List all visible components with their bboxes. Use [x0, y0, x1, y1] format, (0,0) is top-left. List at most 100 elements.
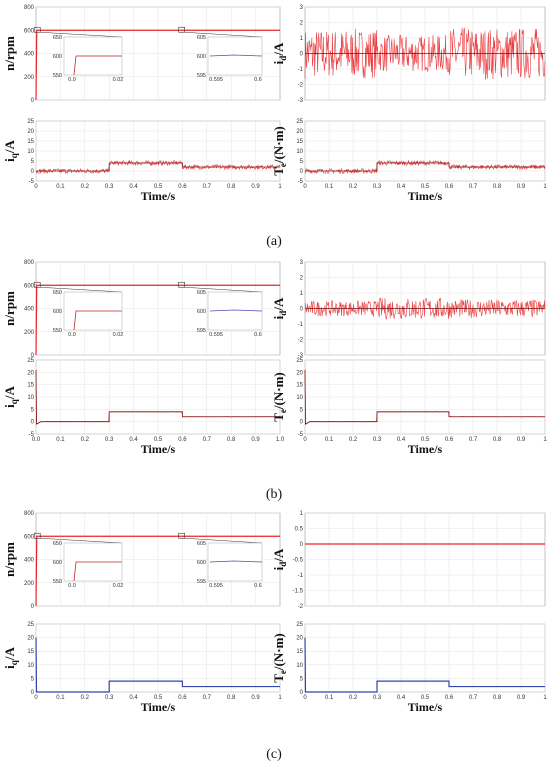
- zoom-marker: [33, 26, 41, 33]
- y-axis-label: Te/(N·m): [271, 126, 288, 176]
- zoom-leader: [40, 32, 123, 38]
- y-tick-label: -3: [298, 353, 304, 359]
- series-ripple-0: [35, 159, 281, 175]
- inset-curve: [73, 55, 122, 76]
- y-tick-label: 3: [300, 260, 304, 266]
- inset-0: 550 600 650 0.0 0.02: [33, 281, 124, 338]
- y-tick-label: 25: [296, 622, 303, 628]
- y-axis-label: n/rpm: [2, 291, 17, 326]
- x-tick-label: 0: [303, 184, 307, 190]
- y-tick-label: 200: [24, 330, 35, 336]
- inset-x-tick: 0.02: [113, 332, 124, 338]
- y-tick-label: 600: [24, 28, 35, 34]
- x-tick-label: 0.4: [129, 695, 138, 701]
- inset-x-tick: 0.0: [68, 583, 76, 589]
- inset-1: 595 600 605 0.595 0.6: [178, 26, 263, 83]
- series-line-0: [304, 369, 545, 425]
- y-tick-label: 20: [27, 636, 34, 642]
- zoom-leader: [184, 538, 263, 544]
- inset-y-tick: 600: [53, 560, 62, 566]
- x-tick-label: 0.1: [325, 695, 334, 701]
- y-axis-label: iq/A: [2, 140, 19, 162]
- series-ripple-0: [304, 297, 546, 320]
- chart-11: 0 5 10 15 20 25 0 0.1 0.2 0.3 0.4 0.5 0.6 0.7 0.8 0.9 1 T…: [271, 622, 547, 714]
- x-tick-label: 0.6: [178, 695, 187, 701]
- x-tick-label: 0.8: [493, 437, 502, 443]
- x-tick-label: 0.5: [421, 437, 430, 443]
- x-tick-label: 0.4: [129, 437, 138, 443]
- x-tick-label: 0.2: [349, 695, 358, 701]
- y-tick-label: 25: [296, 119, 303, 125]
- y-tick-label: -3: [298, 98, 304, 104]
- inset-curve: [209, 309, 263, 312]
- y-tick-label: 800: [24, 5, 35, 11]
- y-axis-label: iq/A: [2, 647, 19, 669]
- x-tick-label: 0.7: [469, 695, 478, 701]
- x-tick-label: 0.5: [421, 695, 430, 701]
- zoom-marker: [178, 532, 185, 539]
- inset-y-tick: 605: [197, 35, 206, 41]
- series-line-0: [35, 369, 280, 425]
- y-tick-label: 1: [300, 36, 304, 42]
- x-tick-label: 1.0: [276, 437, 285, 443]
- x-tick-label: 0.1: [56, 184, 65, 190]
- zoom-marker: [33, 281, 41, 288]
- y-tick-label: 25: [27, 622, 34, 628]
- y-tick-label: -5: [298, 432, 304, 438]
- inset-x-tick: 0.6: [254, 332, 262, 338]
- x-tick-label: 0.0: [32, 437, 41, 443]
- x-tick-label: 0.8: [227, 695, 236, 701]
- y-tick-label: 200: [24, 581, 35, 587]
- y-tick-label: 200: [24, 75, 35, 81]
- y-tick-label: -1.5: [293, 589, 304, 595]
- x-tick-label: 0.5: [154, 437, 163, 443]
- y-tick-label: 0: [300, 542, 304, 548]
- y-tick-label: 5: [31, 676, 35, 682]
- inset-y-tick: 650: [53, 541, 62, 547]
- chart-4: 0 200 400 600 800 n/rpm 550 600 650 0.0 0.02 595 600…: [2, 260, 281, 359]
- y-tick-label: -5: [298, 179, 304, 185]
- x-tick-label: 1: [543, 695, 547, 701]
- x-tick-label: 0.7: [203, 437, 212, 443]
- x-axis-label: Time/s: [408, 442, 443, 456]
- y-tick-label: 0: [300, 307, 304, 313]
- zoom-marker: [33, 532, 41, 539]
- y-tick-label: 10: [27, 395, 34, 401]
- inset-0: 550 600 650 0.0 0.02: [33, 532, 123, 589]
- chart-1: -3 -2 -1 0 1 2 3 id/A: [271, 5, 546, 104]
- y-tick-label: 1: [300, 291, 304, 297]
- zoom-marker: [178, 26, 185, 33]
- y-tick-label: 10: [296, 395, 303, 401]
- y-tick-label: 0: [300, 420, 304, 426]
- x-tick-label: 0.2: [349, 437, 358, 443]
- y-tick-label: 15: [27, 649, 34, 655]
- x-tick-label: 1: [278, 695, 282, 701]
- series-line-0: [35, 29, 280, 101]
- x-tick-label: 0.2: [349, 184, 358, 190]
- y-tick-label: -2: [298, 338, 304, 344]
- x-tick-label: 0.6: [445, 184, 454, 190]
- y-tick-label: 0: [300, 690, 304, 696]
- y-tick-label: 15: [27, 139, 34, 145]
- y-tick-label: 0: [31, 690, 35, 696]
- x-axis-label: Time/s: [408, 700, 443, 714]
- inset-y-tick: 550: [53, 328, 62, 334]
- y-tick-label: 600: [24, 283, 35, 289]
- y-tick-label: 0: [300, 52, 304, 58]
- inset-curve: [209, 54, 263, 57]
- y-tick-label: 3: [300, 5, 304, 11]
- x-tick-label: 0.5: [154, 695, 163, 701]
- x-tick-label: 0: [303, 695, 307, 701]
- y-tick-label: 25: [27, 358, 34, 364]
- y-tick-label: 5: [300, 676, 304, 682]
- x-tick-label: 1: [278, 184, 282, 190]
- y-tick-label: 20: [27, 129, 34, 135]
- y-tick-label: 5: [300, 159, 304, 165]
- chart-5: -3 -2 -1 0 1 2 3 id/A: [271, 260, 546, 359]
- inset-y-tick: 595: [197, 328, 206, 334]
- inset-y-tick: 605: [197, 290, 206, 296]
- y-tick-label: -0.5: [293, 558, 304, 564]
- series-line-0: [36, 162, 280, 172]
